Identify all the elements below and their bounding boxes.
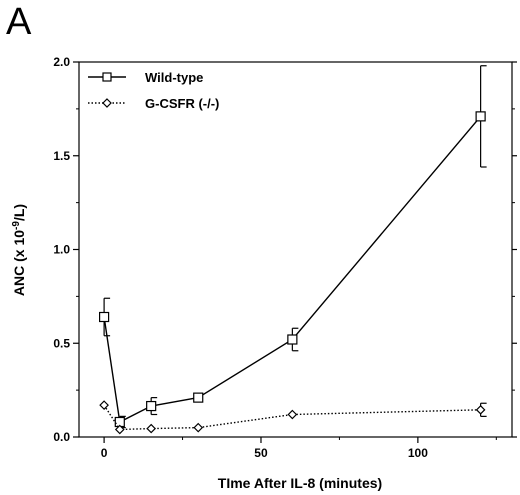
data-point-gcsfr xyxy=(475,404,486,415)
x-tick-label: 0 xyxy=(101,446,108,460)
y-tick-label: 1.5 xyxy=(53,149,70,163)
data-point-gcsfr xyxy=(146,423,157,434)
data-point-gcsfr xyxy=(99,400,109,410)
y-tick-label: 0.0 xyxy=(53,430,70,444)
data-point-gcsfr xyxy=(287,409,298,420)
y-tick-label: 2.0 xyxy=(53,55,70,69)
y-tick-label: 0.5 xyxy=(53,336,70,350)
y-axis: 0.0 0.5 1.0 1.5 2.0 xyxy=(53,55,517,444)
legend: Wild-type G-CSFR (-/-) xyxy=(88,70,219,111)
series-gcsfr xyxy=(99,400,487,435)
data-point-gcsfr xyxy=(114,424,125,435)
panel-label: A xyxy=(6,1,32,43)
legend-label-gcsfr: G-CSFR (-/-) xyxy=(145,96,219,111)
data-point-wild-type xyxy=(99,311,110,323)
y-axis-label: ANC (x 10-9/L) xyxy=(11,204,27,296)
series-line-wild-type xyxy=(103,115,482,424)
data-point-wild-type xyxy=(146,400,157,412)
legend-label-wild-type: Wild-type xyxy=(145,70,203,85)
data-point-wild-type xyxy=(475,111,486,122)
x-tick-label: 100 xyxy=(408,446,428,460)
legend-marker-gcsfr xyxy=(102,98,112,108)
x-axis: 0 50 100 xyxy=(101,437,497,460)
data-point-gcsfr xyxy=(193,422,204,433)
series-wild-type xyxy=(99,65,487,429)
legend-marker-wild-type xyxy=(102,72,112,82)
x-axis-label: TIme After IL-8 (minutes) xyxy=(218,475,382,491)
x-tick-label: 50 xyxy=(254,446,268,460)
series-layer xyxy=(99,65,487,435)
data-point-wild-type xyxy=(193,392,204,403)
plot-frame xyxy=(78,61,513,438)
data-point-wild-type xyxy=(287,334,298,345)
y-tick-label: 1.0 xyxy=(53,243,70,257)
